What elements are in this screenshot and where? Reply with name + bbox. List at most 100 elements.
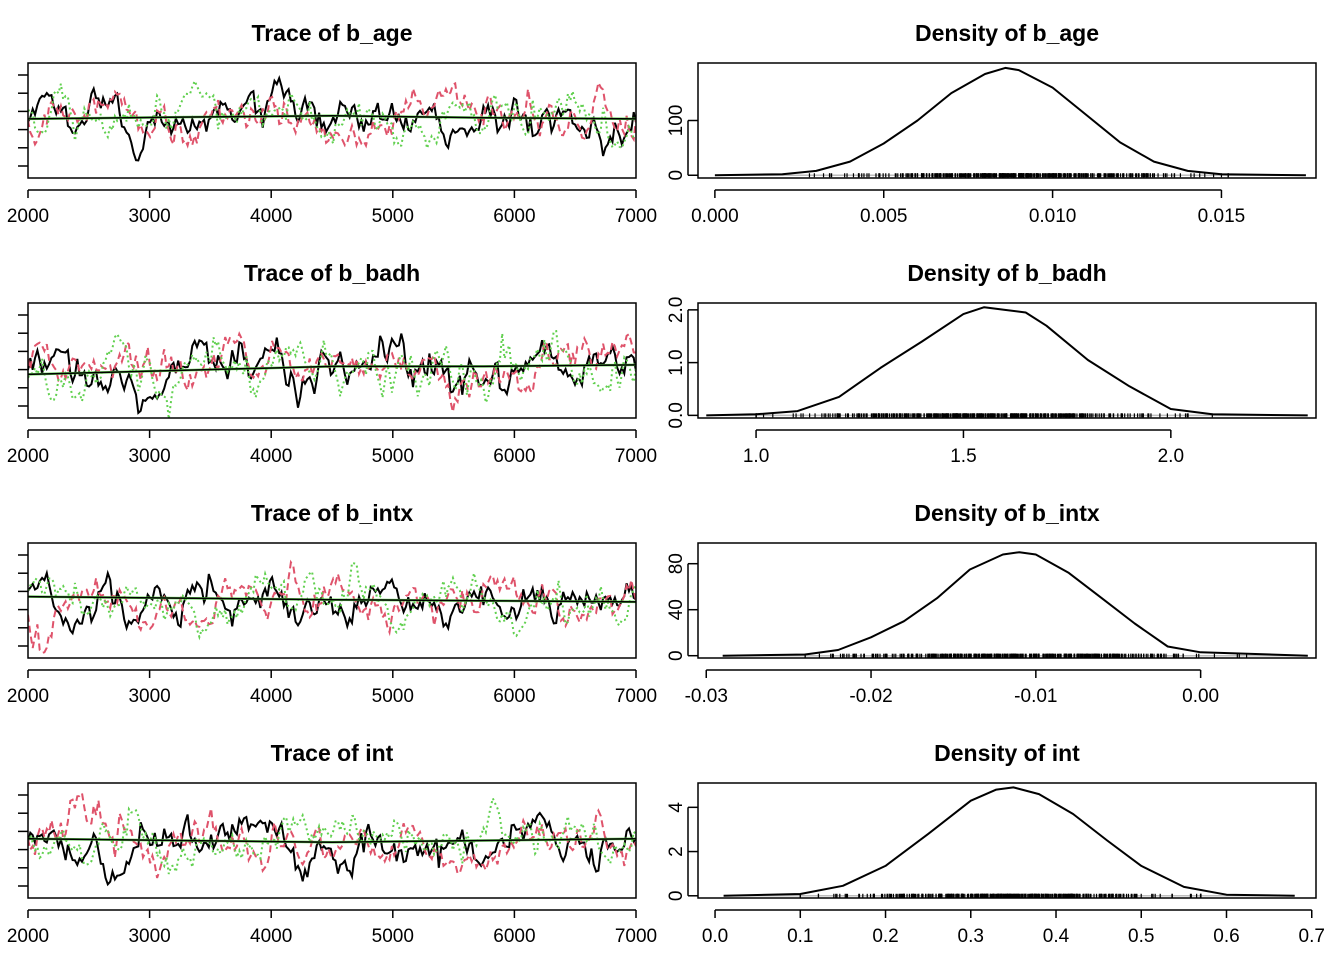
x-tick-label: 4000 <box>250 686 292 707</box>
x-tick-label: 2000 <box>7 926 49 947</box>
plot-area <box>28 790 636 887</box>
rug <box>755 413 1213 418</box>
x-tick-label: 5000 <box>372 686 414 707</box>
x-tick-label: -0.03 <box>685 686 728 707</box>
plot-area <box>723 786 1295 898</box>
x-tick-label: 6000 <box>493 686 535 707</box>
x-tick-label: -0.02 <box>849 686 892 707</box>
x-tick-label: 0.5 <box>1128 926 1154 947</box>
smooth-line-black <box>28 595 636 603</box>
x-tick-label: 7000 <box>615 686 657 707</box>
panel-2: Trace of b_badh 2000 3000 4000 5000 6000 7000 <box>7 260 657 467</box>
plot-area <box>28 559 636 655</box>
panel-title: Density of b_intx <box>914 500 1100 526</box>
x-tick-label: 2.0 <box>1158 446 1184 467</box>
x-tick-label: 4000 <box>250 206 292 227</box>
x-tick-label: 3000 <box>128 686 170 707</box>
x-tick-label: 0.1 <box>787 926 813 947</box>
x-tick-label: 0.0 <box>702 926 728 947</box>
y-tick-label: 4 <box>666 802 687 813</box>
x-tick-label: 5000 <box>372 206 414 227</box>
x-tick-label: 1.5 <box>950 446 976 467</box>
x-tick-label: 0.7 <box>1299 926 1325 947</box>
y-tick-label: 2 <box>666 846 687 857</box>
x-tick-label: 2000 <box>7 206 49 227</box>
x-tick-label: 0.000 <box>691 206 739 227</box>
smooth-line-black <box>28 364 636 376</box>
panel-6: Trace of int 2000 3000 4000 5000 6000 7000 <box>7 740 657 947</box>
x-tick-label: 7000 <box>615 926 657 947</box>
x-tick-label: 2000 <box>7 686 49 707</box>
density-curve <box>723 786 1295 897</box>
y-tick-label: 0.0 <box>666 402 687 428</box>
x-tick-label: 7000 <box>615 206 657 227</box>
x-tick-label: 7000 <box>615 446 657 467</box>
x-tick-label: 2000 <box>7 446 49 467</box>
x-tick-label: 0.005 <box>860 206 908 227</box>
y-tick-label: 100 <box>666 105 687 137</box>
x-tick-label: 3000 <box>128 446 170 467</box>
trace-chain-3 <box>28 78 636 153</box>
panel-3: Density of b_badh 0.0 1.0 2.0 1.0 1.5 2.0 <box>666 260 1317 467</box>
x-tick-label: 4000 <box>250 926 292 947</box>
x-tick-label: 4000 <box>250 446 292 467</box>
plot-area <box>722 551 1308 658</box>
plot-area <box>28 330 636 418</box>
plot-area <box>706 306 1308 418</box>
x-tick-label: 0.00 <box>1182 686 1219 707</box>
x-tick-label: 0.010 <box>1029 206 1077 227</box>
smooth-line-black <box>28 115 636 120</box>
panel-title: Trace of b_age <box>251 20 412 46</box>
x-tick-label: 5000 <box>372 446 414 467</box>
plot-area <box>28 75 636 162</box>
rug <box>799 893 1202 898</box>
trace-chain-1 <box>28 569 636 636</box>
y-tick-label: 1.0 <box>666 349 687 375</box>
panel-title: Trace of int <box>271 740 394 766</box>
y-tick-label: 0 <box>666 890 687 901</box>
x-tick-label: 0.3 <box>958 926 984 947</box>
x-tick-label: 6000 <box>493 926 535 947</box>
panel-title: Density of b_age <box>915 20 1099 46</box>
panel-4: Trace of b_intx 2000 3000 4000 5000 6000 7000 <box>7 500 657 707</box>
plot-area <box>714 66 1306 178</box>
rug <box>804 653 1248 658</box>
panel-0: Trace of b_age 2000 3000 4000 5000 6000 7000 <box>7 20 657 227</box>
plot-frame <box>27 782 637 899</box>
x-tick-label: 0.6 <box>1213 926 1239 947</box>
trace-chain-3 <box>28 561 636 641</box>
density-curve <box>722 551 1308 657</box>
rug <box>808 173 1229 178</box>
trace-chain-3 <box>28 795 636 876</box>
panel-title: Density of int <box>934 740 1080 766</box>
trace-chain-2 <box>28 331 636 413</box>
plot-frame <box>27 542 637 659</box>
panel-5: Density of b_intx 0 40 80 -0.03 -0.02 -0.01 0.0… <box>666 500 1317 707</box>
panel-1: Density of b_age 0 100 0.000 0.005 0.010 0.015 <box>666 20 1317 227</box>
plot-frame <box>27 62 637 179</box>
x-tick-label: -0.01 <box>1014 686 1057 707</box>
y-tick-label: 0 <box>666 170 687 181</box>
y-tick-label: 0 <box>666 650 687 661</box>
density-curve <box>706 306 1308 417</box>
panel-title: Density of b_badh <box>907 260 1106 286</box>
smooth-line-black <box>28 838 636 843</box>
trace-chain-1 <box>28 75 636 162</box>
trace-chain-3 <box>28 330 636 418</box>
x-tick-label: 0.4 <box>1043 926 1070 947</box>
plot-frame <box>697 542 1317 659</box>
x-tick-label: 1.0 <box>743 446 769 467</box>
y-tick-label: 80 <box>666 553 687 574</box>
plot-frame <box>697 62 1317 179</box>
plot-frame <box>697 302 1317 419</box>
y-tick-label: 40 <box>666 599 687 620</box>
y-tick-label: 2.0 <box>666 297 687 323</box>
density-curve <box>714 66 1306 177</box>
x-tick-label: 6000 <box>493 206 535 227</box>
trace-chain-1 <box>28 811 636 887</box>
panel-7: Density of int 0 2 4 0.0 0.1 0.2 0.3 0.4 0.5 0.6 0.… <box>666 740 1325 947</box>
x-tick-label: 3000 <box>128 926 170 947</box>
plot-frame <box>697 782 1317 899</box>
x-tick-label: 0.015 <box>1198 206 1246 227</box>
